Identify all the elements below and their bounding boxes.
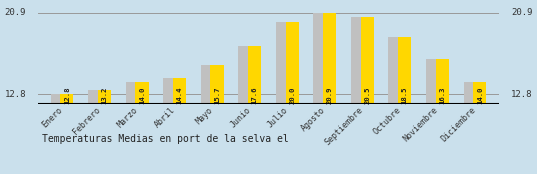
Bar bbox=[98, 90, 111, 104]
Text: 12.8: 12.8 bbox=[511, 90, 533, 99]
Text: 14.4: 14.4 bbox=[177, 86, 183, 104]
Text: 17.6: 17.6 bbox=[252, 86, 258, 104]
Text: 20.0: 20.0 bbox=[289, 86, 295, 104]
Bar bbox=[248, 46, 261, 104]
Bar bbox=[398, 37, 411, 104]
Bar bbox=[473, 82, 487, 104]
Bar bbox=[201, 65, 214, 104]
Text: 20.9: 20.9 bbox=[4, 9, 26, 18]
Text: Junio: Junio bbox=[228, 105, 252, 129]
Text: 16.3: 16.3 bbox=[439, 86, 445, 104]
Text: 20.9: 20.9 bbox=[511, 9, 533, 18]
Text: Mayo: Mayo bbox=[194, 105, 215, 126]
Text: Septiembre: Septiembre bbox=[323, 105, 365, 147]
Text: 12.8: 12.8 bbox=[4, 90, 26, 99]
Bar bbox=[238, 46, 251, 104]
Bar bbox=[173, 78, 186, 104]
Bar bbox=[163, 78, 176, 104]
Bar bbox=[286, 22, 299, 104]
Text: Temperaturas Medias en port de la selva el: Temperaturas Medias en port de la selva … bbox=[42, 134, 289, 144]
Text: Marzo: Marzo bbox=[115, 105, 140, 129]
Bar bbox=[463, 82, 477, 104]
Bar bbox=[135, 82, 149, 104]
Bar bbox=[88, 90, 101, 104]
Bar bbox=[211, 65, 223, 104]
Bar bbox=[426, 59, 439, 104]
Text: Noviembre: Noviembre bbox=[402, 105, 440, 143]
Bar bbox=[323, 13, 336, 104]
Bar bbox=[50, 94, 64, 104]
Text: 14.0: 14.0 bbox=[477, 86, 483, 104]
Text: 14.0: 14.0 bbox=[139, 86, 145, 104]
Text: 18.5: 18.5 bbox=[402, 86, 408, 104]
Bar bbox=[388, 37, 402, 104]
Text: Abril: Abril bbox=[153, 105, 177, 129]
Text: Febrero: Febrero bbox=[71, 105, 102, 136]
Bar bbox=[60, 94, 74, 104]
Bar bbox=[436, 59, 449, 104]
Bar bbox=[126, 82, 139, 104]
Text: Diciembre: Diciembre bbox=[439, 105, 477, 143]
Text: 20.5: 20.5 bbox=[364, 86, 370, 104]
Text: 15.7: 15.7 bbox=[214, 86, 220, 104]
Text: 13.2: 13.2 bbox=[101, 86, 107, 104]
Bar bbox=[351, 17, 364, 104]
Text: Julio: Julio bbox=[266, 105, 290, 129]
Text: Octubre: Octubre bbox=[371, 105, 402, 136]
Text: 12.8: 12.8 bbox=[64, 86, 70, 104]
Text: Enero: Enero bbox=[40, 105, 64, 129]
Text: 20.9: 20.9 bbox=[326, 86, 333, 104]
Bar bbox=[361, 17, 374, 104]
Text: Agosto: Agosto bbox=[300, 105, 327, 133]
Bar bbox=[276, 22, 289, 104]
Bar bbox=[314, 13, 326, 104]
